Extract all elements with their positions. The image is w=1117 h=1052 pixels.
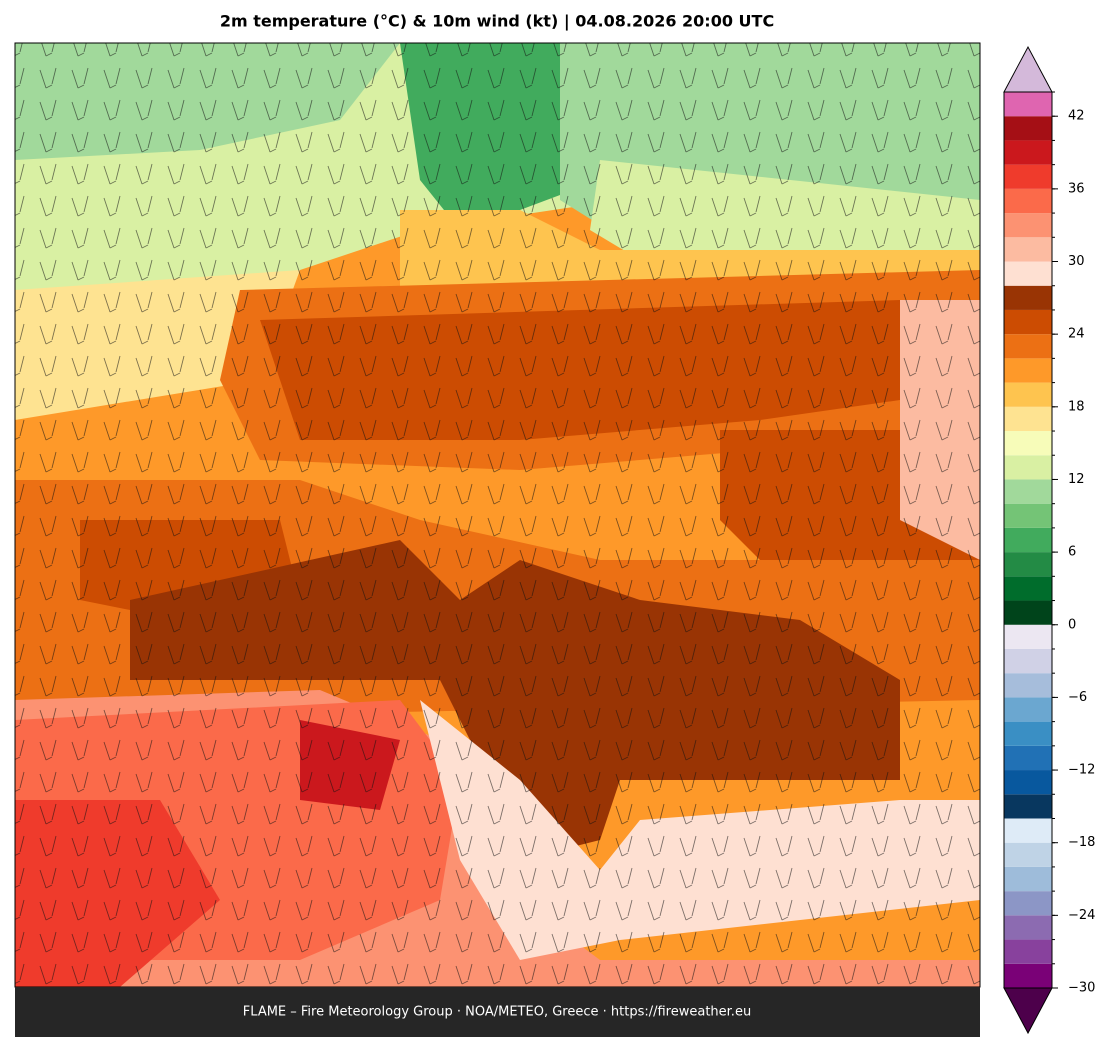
- colorbar-band: [1004, 92, 1052, 117]
- colorbar-band: [1004, 745, 1052, 771]
- colorbar-band: [1004, 770, 1052, 795]
- colorbar-band: [1004, 334, 1052, 359]
- colorbar-band: [1004, 382, 1052, 407]
- colorbar-band: [1004, 116, 1052, 141]
- colorbar-band: [1004, 164, 1052, 189]
- colorbar-band: [1004, 842, 1052, 867]
- colorbar-tick-label: −24: [1068, 908, 1095, 923]
- colorbar-band: [1004, 818, 1052, 843]
- temperature-map: [15, 43, 980, 987]
- colorbar-band: [1004, 939, 1052, 964]
- colorbar-band: [1004, 673, 1052, 698]
- colorbar-band: [1004, 285, 1052, 310]
- colorbar-tick-label: −30: [1068, 981, 1095, 996]
- colorbar-tick-label: 36: [1068, 181, 1085, 196]
- map-title: 2m temperature (°C) & 10m wind (kt) | 04…: [220, 12, 774, 32]
- colorbar-band: [1004, 552, 1052, 577]
- colorbar-band: [1004, 358, 1052, 383]
- colorbar-band: [1004, 140, 1052, 165]
- colorbar-band: [1004, 455, 1052, 480]
- colorbar-band: [1004, 721, 1052, 746]
- colorbar-band: [1004, 697, 1052, 722]
- colorbar-band: [1004, 600, 1052, 625]
- colorbar-band: [1004, 576, 1052, 601]
- colorbar-tick-label: −12: [1068, 763, 1095, 778]
- footer-credit: FLAME – Fire Meteorology Group · NOA/MET…: [243, 1005, 751, 1020]
- colorbar-tick-label: 12: [1068, 472, 1085, 487]
- colorbar-tick-label: 0: [1068, 617, 1076, 632]
- colorbar-band: [1004, 794, 1052, 819]
- colorbar-band: [1004, 237, 1052, 262]
- colorbar-band: [1004, 213, 1052, 238]
- colorbar-band: [1004, 866, 1052, 892]
- colorbar-band: [1004, 503, 1052, 528]
- colorbar-tick-label: 42: [1068, 109, 1085, 124]
- colorbar-band: [1004, 188, 1052, 214]
- colorbar-tick-label: 24: [1068, 327, 1085, 342]
- colorbar-band: [1004, 624, 1052, 649]
- colorbar-tick-label: 18: [1068, 399, 1085, 414]
- colorbar-tick-label: 30: [1068, 254, 1085, 269]
- colorbar-band: [1004, 648, 1052, 674]
- colorbar-tick-label: −6: [1068, 690, 1087, 705]
- colorbar: −30 −24 −18 −12 −6 0 6 12 18 24 30 36 42: [1003, 45, 1095, 1035]
- colorbar-band: [1004, 309, 1052, 335]
- colorbar-band: [1004, 527, 1052, 553]
- colorbar-band: [1004, 479, 1052, 504]
- colorbar-tick-label: 6: [1068, 545, 1076, 560]
- colorbar-extend-low: [1003, 987, 1053, 1035]
- footer-bar: [15, 987, 980, 1037]
- colorbar-band: [1004, 891, 1052, 916]
- colorbar-band: [1004, 915, 1052, 940]
- colorbar-extend-high: [1003, 45, 1053, 93]
- colorbar-band: [1004, 406, 1052, 432]
- colorbar-frame: [1003, 91, 1053, 989]
- colorbar-band: [1004, 261, 1052, 286]
- colorbar-band: [1004, 963, 1052, 988]
- colorbar-band: [1004, 431, 1052, 456]
- colorbar-tick-label: −18: [1068, 835, 1095, 850]
